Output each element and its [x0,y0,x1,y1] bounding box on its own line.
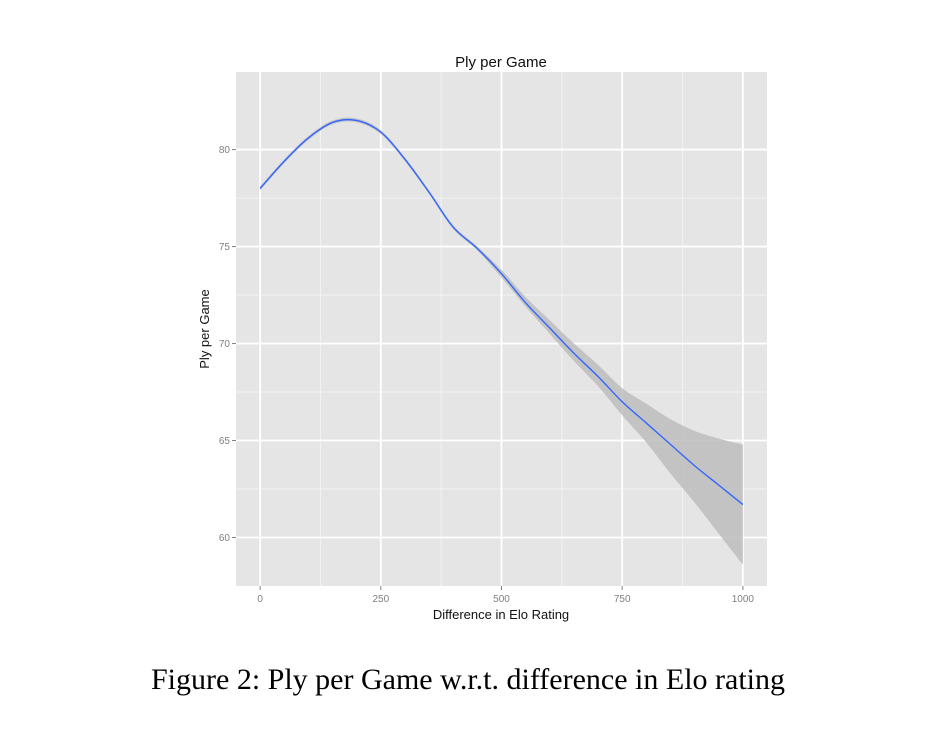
y-axis: 60 65 70 75 80 [219,145,236,544]
figure-caption: Figure 2: Ply per Game w.r.t. difference… [151,663,785,696]
y-axis-title: Ply per Game [197,289,212,368]
fit-line [259,118,744,506]
chart-title: Ply per Game [455,54,547,71]
chart: Ply per Game 60 65 70 75 80 0 250 500 750 1000 D… [197,54,767,622]
x-axis: 0 250 500 750 1000 [257,586,754,605]
x-tick-label: 500 [493,594,510,605]
x-tick-label: 250 [372,594,389,605]
x-axis-title: Difference in Elo Rating [433,607,569,622]
x-tick-label: 0 [257,594,263,605]
x-tick-label: 750 [614,594,631,605]
y-tick-label: 70 [219,339,231,350]
y-tick-label: 60 [219,533,231,544]
grid [236,72,767,586]
x-tick-label: 1000 [732,594,755,605]
y-tick-label: 80 [219,145,231,156]
y-tick-label: 65 [219,436,231,447]
y-tick-label: 75 [219,242,231,253]
